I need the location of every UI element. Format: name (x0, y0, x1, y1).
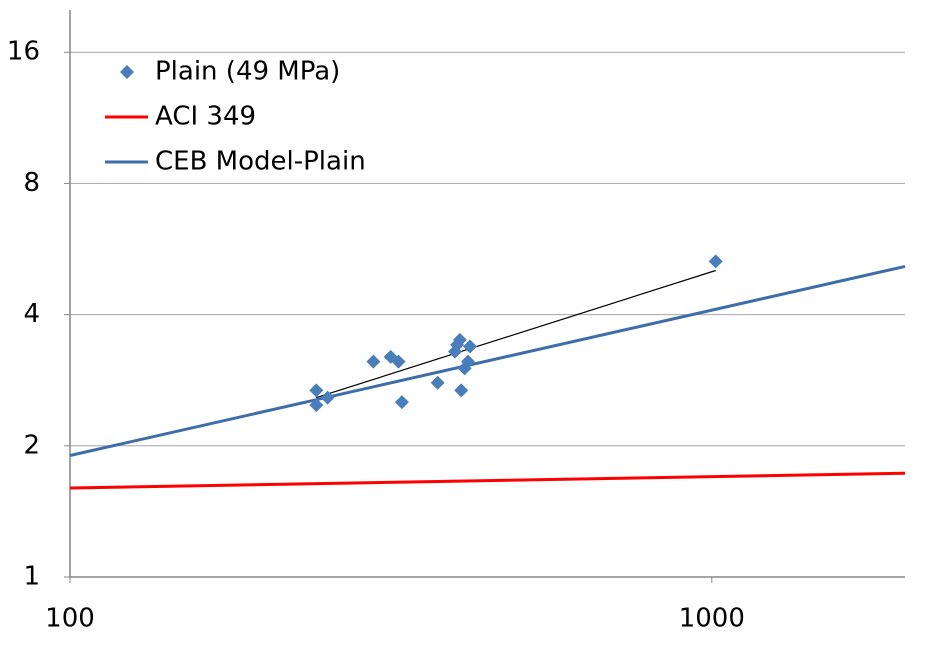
x-tick-label: 100 (45, 604, 95, 634)
point (463, 339, 478, 354)
point (708, 254, 723, 269)
y-tick-label: 8 (23, 168, 40, 198)
y-tick-label: 4 (23, 299, 40, 329)
x-tick-label: 1000 (679, 604, 745, 634)
y-tick-label: 16 (7, 37, 40, 67)
point (320, 390, 335, 405)
trendline (316, 269, 716, 399)
line (69, 264, 906, 457)
point (454, 383, 469, 398)
point (430, 375, 445, 390)
y-tick-label: 2 (23, 430, 40, 460)
legend-label: CEB Model-Plain (155, 147, 366, 177)
line (69, 471, 906, 490)
legend-label: Plain (49 MPa) (155, 57, 340, 87)
y-tick-label: 1 (23, 562, 40, 592)
point (394, 395, 409, 410)
point (309, 398, 324, 413)
legend-label: ACI 349 (155, 102, 256, 132)
point (452, 332, 467, 347)
legend-marker (120, 65, 134, 79)
point (309, 383, 324, 398)
point (366, 354, 381, 369)
point (391, 354, 406, 369)
point (461, 354, 476, 369)
